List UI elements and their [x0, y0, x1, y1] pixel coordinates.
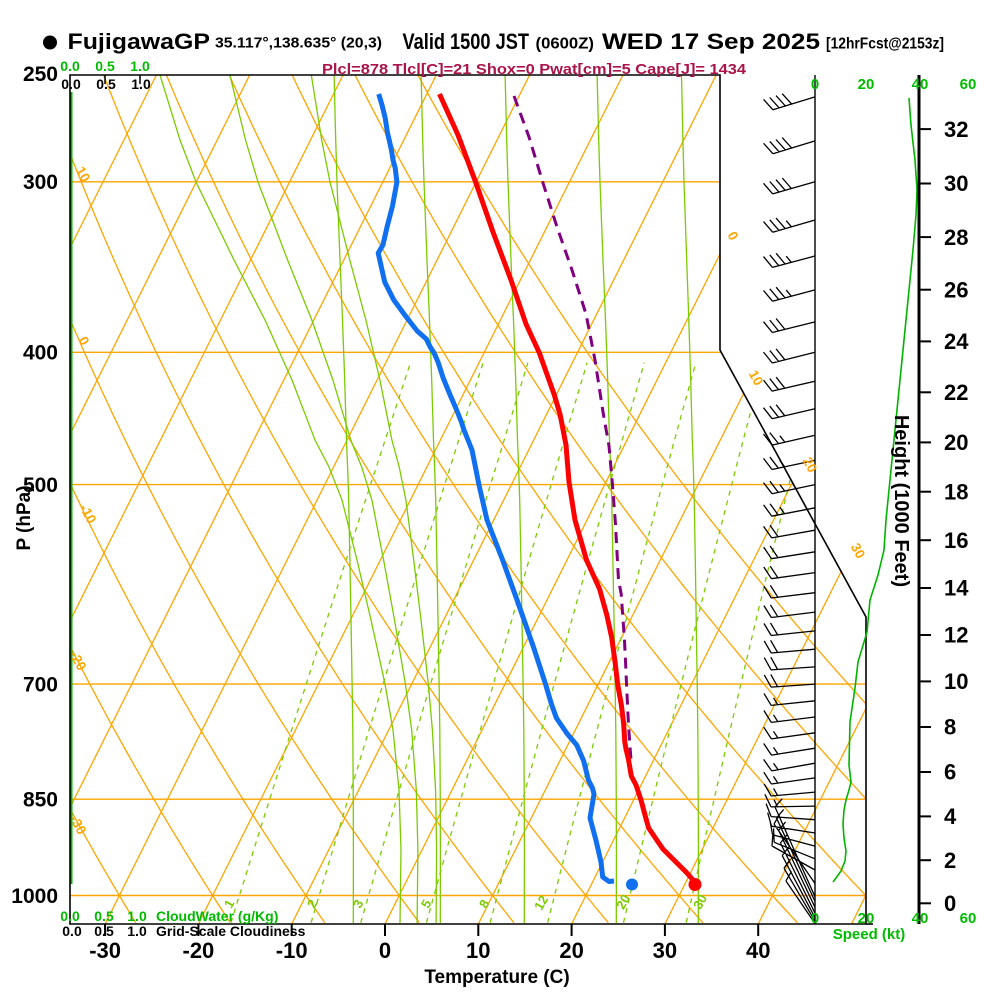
svg-text:0: 0: [379, 938, 391, 963]
svg-text:1.0: 1.0: [127, 908, 147, 924]
svg-text:35.117°,138.635° (20,3): 35.117°,138.635° (20,3): [215, 35, 382, 52]
svg-text:22: 22: [944, 380, 968, 405]
svg-text:500: 500: [23, 474, 58, 497]
svg-text:Valid 1500 JST: Valid 1500 JST: [403, 29, 530, 54]
svg-text:40: 40: [746, 938, 770, 963]
svg-text:0.5: 0.5: [94, 908, 114, 924]
svg-text:18: 18: [944, 479, 968, 504]
svg-text:Plcl=878 Tlcl[C]=21 Shox=0 Pwa: Plcl=878 Tlcl[C]=21 Shox=0 Pwat[cm]=5 Ca…: [322, 61, 747, 78]
svg-text:60: 60: [960, 76, 977, 93]
svg-text:16: 16: [944, 528, 968, 553]
svg-text:0.0: 0.0: [60, 58, 80, 74]
svg-text:0.5: 0.5: [95, 58, 115, 74]
svg-text:FujigawaGP: FujigawaGP: [68, 29, 211, 54]
svg-text:Speed (kt): Speed (kt): [833, 926, 906, 943]
svg-text:Temperature (C): Temperature (C): [424, 967, 569, 988]
svg-text:0: 0: [811, 910, 819, 927]
svg-text:30: 30: [690, 892, 710, 912]
svg-text:CloudWater (g/Kg): CloudWater (g/Kg): [156, 908, 278, 924]
svg-text:0.0: 0.0: [62, 923, 82, 939]
svg-text:20: 20: [559, 938, 583, 963]
svg-text:20: 20: [858, 76, 875, 93]
svg-text:1000: 1000: [11, 885, 58, 908]
svg-text:0.5: 0.5: [96, 76, 116, 92]
svg-text:32: 32: [944, 117, 968, 142]
svg-text:[12hrFcst@2153z]: [12hrFcst@2153z]: [826, 36, 944, 53]
svg-text:0.5: 0.5: [94, 923, 114, 939]
svg-text:Grid-Scale Cloudiness: Grid-Scale Cloudiness: [156, 923, 306, 939]
svg-text:12: 12: [944, 623, 968, 648]
svg-text:0: 0: [944, 891, 956, 916]
svg-text:60: 60: [960, 910, 977, 927]
svg-text:P (hPa): P (hPa): [14, 485, 35, 550]
svg-text:28: 28: [944, 225, 968, 250]
svg-text:12: 12: [531, 893, 551, 913]
svg-text:24: 24: [944, 329, 969, 354]
svg-text:2: 2: [944, 848, 956, 873]
svg-text:20: 20: [613, 892, 633, 912]
svg-text:WED 17 Sep 2025: WED 17 Sep 2025: [602, 29, 820, 54]
svg-text:0: 0: [811, 76, 819, 93]
svg-text:10: 10: [73, 164, 93, 184]
svg-text:14: 14: [944, 576, 969, 601]
svg-text:-10: -10: [276, 938, 308, 963]
svg-text:300: 300: [23, 171, 58, 194]
svg-text:250: 250: [23, 63, 58, 86]
svg-text:10: 10: [944, 669, 968, 694]
svg-text:0.0: 0.0: [61, 76, 81, 92]
svg-text:30: 30: [848, 541, 868, 561]
svg-text:4: 4: [944, 804, 957, 829]
svg-text:400: 400: [23, 342, 58, 365]
svg-text:-20: -20: [183, 938, 215, 963]
svg-text:Height (1000 Feet): Height (1000 Feet): [890, 415, 912, 587]
svg-text:10: 10: [466, 938, 490, 963]
svg-text:1.0: 1.0: [127, 923, 147, 939]
svg-text:20: 20: [800, 455, 820, 475]
svg-text:(0600Z): (0600Z): [536, 36, 595, 53]
svg-text:0.0: 0.0: [60, 908, 80, 924]
svg-text:30: 30: [653, 938, 677, 963]
svg-text:40: 40: [912, 910, 929, 927]
svg-text:40: 40: [912, 76, 929, 93]
svg-text:700: 700: [23, 673, 58, 696]
svg-text:1.0: 1.0: [131, 76, 151, 92]
svg-text:8: 8: [944, 715, 956, 740]
svg-text:20: 20: [858, 910, 875, 927]
svg-text:1.0: 1.0: [130, 58, 150, 74]
svg-text:20: 20: [944, 430, 968, 455]
svg-text:10: 10: [746, 368, 766, 388]
svg-text:850: 850: [23, 789, 58, 812]
svg-text:6: 6: [944, 760, 956, 785]
svg-text:-30: -30: [89, 938, 121, 963]
svg-text:26: 26: [944, 277, 968, 302]
svg-text:30: 30: [944, 171, 968, 196]
